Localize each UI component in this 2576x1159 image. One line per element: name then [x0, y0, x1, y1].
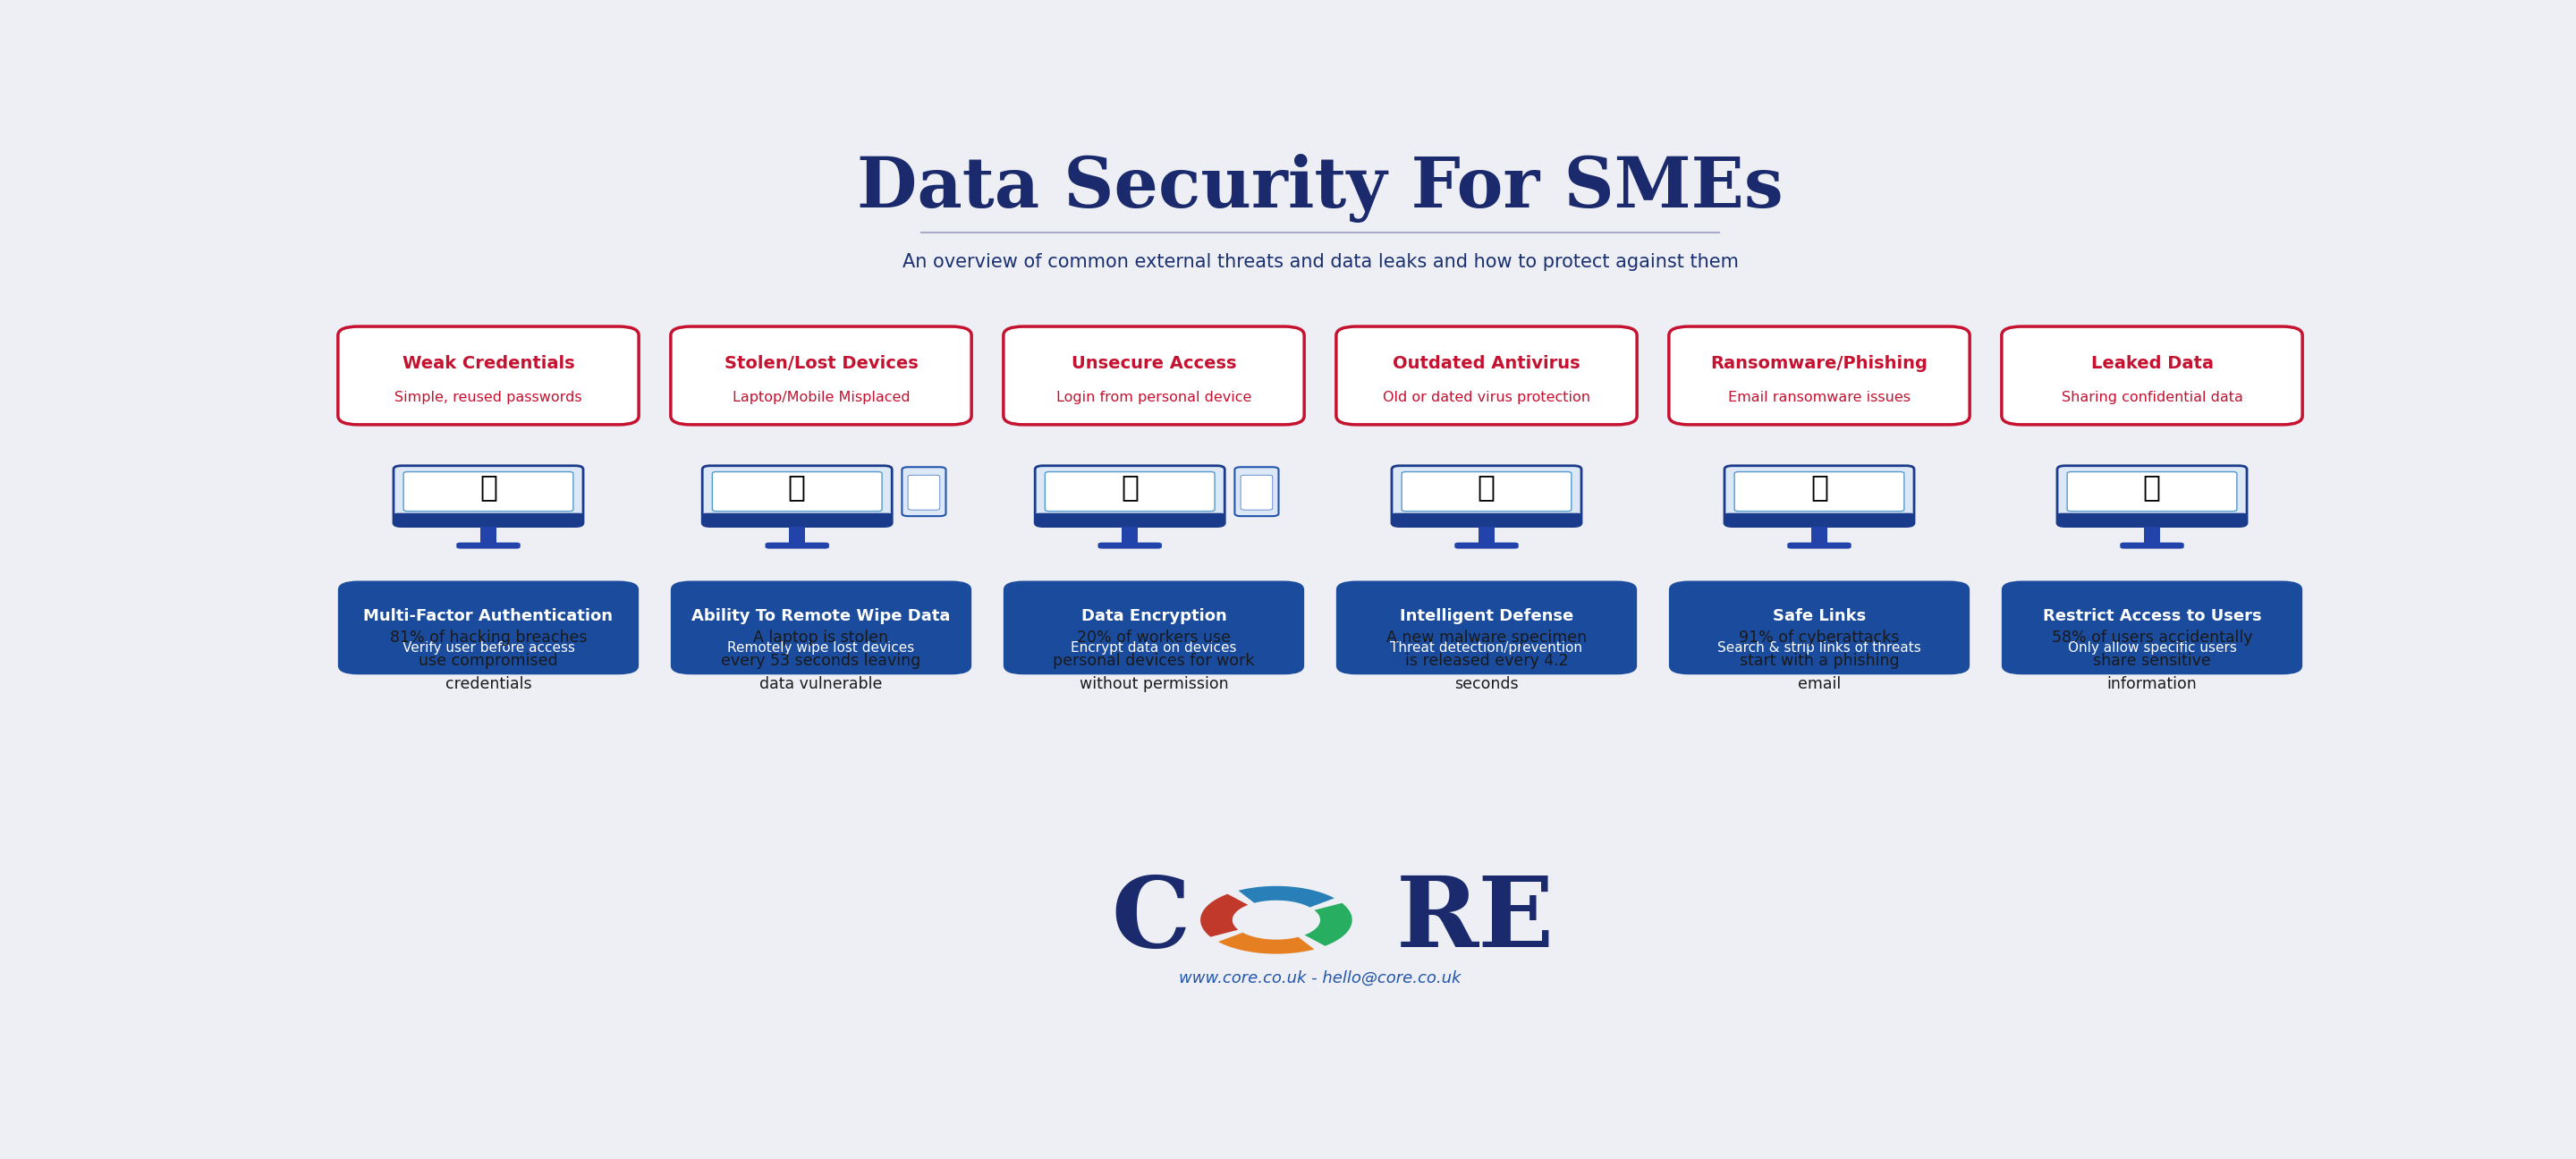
Bar	[1479, 526, 1494, 542]
Bar	[1811, 526, 1826, 542]
FancyBboxPatch shape	[1669, 327, 1971, 424]
FancyBboxPatch shape	[1391, 513, 1582, 526]
Text: Stolen/Lost Devices: Stolen/Lost Devices	[724, 356, 917, 372]
Text: 81% of hacking breaches
use compromised
credentials: 81% of hacking breaches use compromised …	[389, 630, 587, 692]
FancyBboxPatch shape	[765, 542, 829, 548]
Text: 20% of workers use
personal devices for work
without permission: 20% of workers use personal devices for …	[1054, 630, 1255, 692]
Text: 🗝️: 🗝️	[2143, 473, 2161, 502]
FancyBboxPatch shape	[1036, 513, 1224, 526]
Text: C: C	[1110, 872, 1190, 968]
Text: Data Security For SMEs: Data Security For SMEs	[858, 154, 1783, 223]
FancyBboxPatch shape	[1401, 472, 1571, 511]
FancyBboxPatch shape	[2002, 581, 2303, 675]
FancyBboxPatch shape	[2120, 542, 2184, 548]
Bar	[479, 526, 497, 542]
Text: Unsecure Access: Unsecure Access	[1072, 356, 1236, 372]
Text: Restrict Access to Users: Restrict Access to Users	[2043, 608, 2262, 625]
Text: 🗑️: 🗑️	[788, 473, 806, 502]
Polygon shape	[1200, 894, 1247, 936]
FancyBboxPatch shape	[703, 513, 891, 526]
Text: Data Encryption: Data Encryption	[1082, 608, 1226, 625]
FancyBboxPatch shape	[394, 466, 582, 526]
FancyBboxPatch shape	[1391, 466, 1582, 526]
Text: Verify user before access: Verify user before access	[402, 642, 574, 655]
Text: www.core.co.uk - hello@core.co.uk: www.core.co.uk - hello@core.co.uk	[1180, 970, 1461, 986]
Text: Login from personal device: Login from personal device	[1056, 391, 1252, 403]
FancyBboxPatch shape	[907, 475, 940, 510]
FancyBboxPatch shape	[1723, 466, 1914, 526]
Polygon shape	[1303, 903, 1352, 946]
FancyBboxPatch shape	[2058, 513, 2246, 526]
FancyBboxPatch shape	[2066, 472, 2236, 511]
Bar	[788, 526, 806, 542]
Text: A new malware specimen
is released every 4.2
seconds: A new malware specimen is released every…	[1386, 630, 1587, 692]
FancyBboxPatch shape	[1005, 327, 1303, 424]
FancyBboxPatch shape	[337, 327, 639, 424]
FancyBboxPatch shape	[703, 466, 891, 526]
Text: Email ransomware issues: Email ransomware issues	[1728, 391, 1911, 403]
Text: 🔐: 🔐	[479, 473, 497, 502]
Text: Remotely wipe lost devices: Remotely wipe lost devices	[726, 642, 914, 655]
Polygon shape	[1218, 933, 1314, 954]
FancyBboxPatch shape	[1669, 581, 1971, 675]
FancyBboxPatch shape	[1234, 467, 1278, 516]
FancyBboxPatch shape	[1005, 581, 1303, 675]
FancyBboxPatch shape	[1242, 475, 1273, 510]
Text: Outdated Antivirus: Outdated Antivirus	[1394, 356, 1579, 372]
Text: A laptop is stolen
every 53 seconds leaving
data vulnerable: A laptop is stolen every 53 seconds leav…	[721, 630, 922, 692]
FancyBboxPatch shape	[902, 467, 945, 516]
FancyBboxPatch shape	[1734, 472, 1904, 511]
Text: Laptop/Mobile Misplaced: Laptop/Mobile Misplaced	[732, 391, 909, 403]
Text: Intelligent Defense: Intelligent Defense	[1399, 608, 1574, 625]
Text: Ransomware/Phishing: Ransomware/Phishing	[1710, 356, 1927, 372]
Text: 🔒: 🔒	[1121, 473, 1139, 502]
Text: 🎣: 🎣	[1811, 473, 1829, 502]
FancyBboxPatch shape	[456, 542, 520, 548]
Text: 58% of users accidentally
share sensitive
information: 58% of users accidentally share sensitiv…	[2050, 630, 2251, 692]
Text: Old or dated virus protection: Old or dated virus protection	[1383, 391, 1589, 403]
Text: Only allow specific users: Only allow specific users	[2069, 642, 2236, 655]
FancyBboxPatch shape	[404, 472, 574, 511]
Text: Multi-Factor Authentication: Multi-Factor Authentication	[363, 608, 613, 625]
Text: Ability To Remote Wipe Data: Ability To Remote Wipe Data	[693, 608, 951, 625]
FancyBboxPatch shape	[2058, 466, 2246, 526]
Text: Sharing confidential data: Sharing confidential data	[2061, 391, 2244, 403]
FancyBboxPatch shape	[1455, 542, 1517, 548]
FancyBboxPatch shape	[1723, 513, 1914, 526]
Text: Safe Links: Safe Links	[1772, 608, 1865, 625]
Polygon shape	[1239, 885, 1334, 907]
Text: RE: RE	[1396, 872, 1553, 968]
FancyBboxPatch shape	[670, 581, 971, 675]
FancyBboxPatch shape	[714, 472, 881, 511]
FancyBboxPatch shape	[337, 581, 639, 675]
Text: Simple, reused passwords: Simple, reused passwords	[394, 391, 582, 403]
Text: Threat detection/prevention: Threat detection/prevention	[1391, 642, 1582, 655]
FancyBboxPatch shape	[1337, 581, 1636, 675]
Text: 91% of cyberattacks
start with a phishing
email: 91% of cyberattacks start with a phishin…	[1739, 630, 1899, 692]
FancyBboxPatch shape	[1097, 542, 1162, 548]
Text: Weak Credentials: Weak Credentials	[402, 356, 574, 372]
FancyBboxPatch shape	[394, 513, 582, 526]
Text: Leaked Data: Leaked Data	[2092, 356, 2213, 372]
Text: Encrypt data on devices: Encrypt data on devices	[1072, 642, 1236, 655]
FancyBboxPatch shape	[2002, 327, 2303, 424]
FancyBboxPatch shape	[1046, 472, 1216, 511]
Bar	[1123, 526, 1139, 542]
Text: 🛡️: 🛡️	[1479, 473, 1497, 502]
FancyBboxPatch shape	[1788, 542, 1852, 548]
FancyBboxPatch shape	[1337, 327, 1636, 424]
FancyBboxPatch shape	[670, 327, 971, 424]
Bar	[2143, 526, 2161, 542]
Text: An overview of common external threats and data leaks and how to protect against: An overview of common external threats a…	[902, 254, 1739, 271]
Circle shape	[1234, 902, 1319, 939]
FancyBboxPatch shape	[1036, 466, 1224, 526]
Text: Search & strip links of threats: Search & strip links of threats	[1718, 642, 1922, 655]
